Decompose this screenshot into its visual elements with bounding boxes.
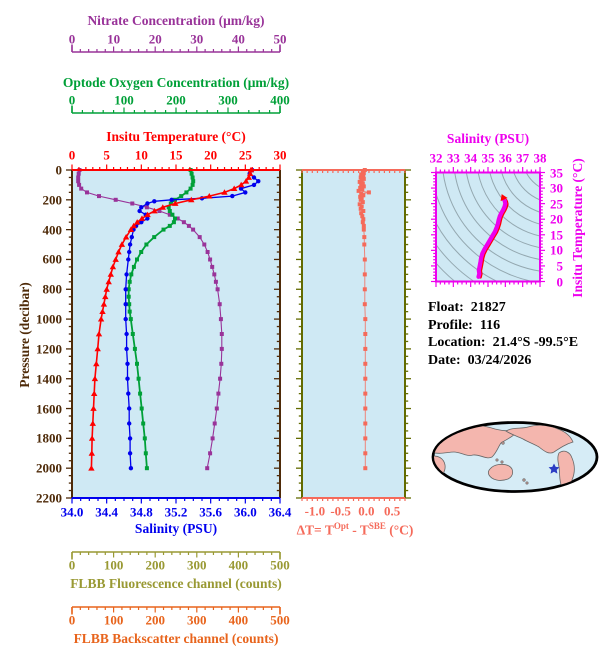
float-location: 21.4°S -99.5°E: [492, 335, 579, 350]
float-info-line: Date: 03/24/2026: [428, 352, 532, 368]
density-contours: [436, 172, 540, 282]
float-location-star: [548, 463, 560, 474]
temperature-series: [88, 166, 255, 471]
float-info-line: Float: 21827: [428, 300, 506, 315]
ts-profile-curve: [476, 194, 509, 279]
float-info: Float: 21827 Profile: 116 Location: 21.4°S …: [428, 299, 578, 369]
float-info-line: Location: 21.4°S -99.5°E: [428, 335, 579, 350]
float-id: 21827: [470, 300, 506, 315]
profile-date: 03/24/2026: [467, 352, 532, 368]
world-map: [431, 421, 599, 493]
float-info-line: Profile: 116: [428, 317, 501, 333]
profile-number: 116: [479, 317, 501, 333]
